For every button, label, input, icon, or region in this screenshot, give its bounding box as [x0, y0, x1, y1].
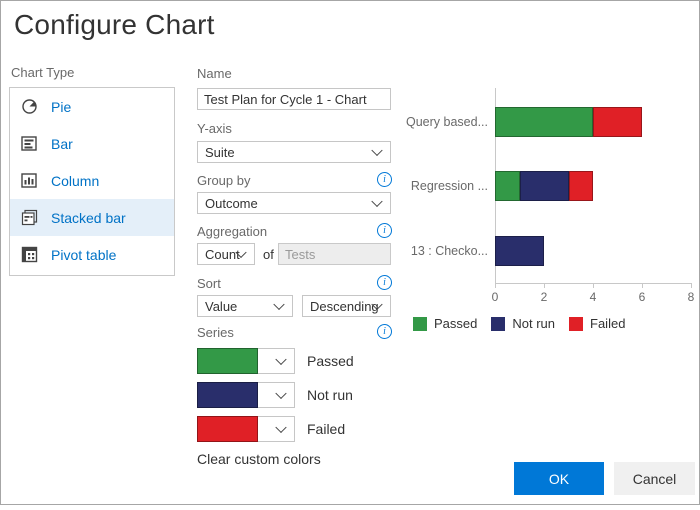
- series-color-dropdown[interactable]: [258, 416, 295, 442]
- series-row-not-run: Not run: [197, 382, 353, 408]
- legend-item: Not run: [491, 316, 555, 331]
- series-color-swatch: [197, 382, 258, 408]
- clear-custom-colors-link[interactable]: Clear custom colors: [197, 451, 321, 467]
- series-row-failed: Failed: [197, 416, 345, 442]
- stacked-bar-chart-icon: [21, 209, 38, 226]
- name-label: Name: [197, 66, 232, 81]
- legend-label: Not run: [512, 316, 556, 331]
- chart-type-item-stacked-bar[interactable]: Stacked bar: [10, 199, 174, 236]
- sort-field-value: Value: [205, 298, 238, 314]
- series-color-swatch: [197, 348, 258, 374]
- bar-segment: [593, 107, 642, 137]
- chevron-down-icon: [371, 144, 383, 157]
- legend-item: Failed: [569, 316, 625, 331]
- y-axis-label: Y-axis: [197, 121, 232, 136]
- sort-field-dropdown[interactable]: Value: [197, 295, 293, 317]
- chart-type-item-label: Pie: [51, 98, 72, 115]
- y-axis-value: Suite: [205, 144, 235, 160]
- aggregation-value: Count: [205, 246, 240, 262]
- group-by-dropdown[interactable]: Outcome: [197, 192, 391, 214]
- chevron-down-icon: [371, 195, 383, 208]
- legend-label: Failed: [590, 316, 626, 331]
- chevron-down-icon: [275, 387, 287, 400]
- chart-preview: Query based... Regression ... 13 : Checko.…: [406, 76, 698, 341]
- aggregation-info-icon[interactable]: i: [377, 223, 392, 238]
- chart-type-item-label: Stacked bar: [51, 209, 126, 226]
- axis-tick-label: 0: [491, 290, 499, 304]
- series-name: Passed: [307, 353, 354, 369]
- legend-swatch: [491, 316, 506, 331]
- axis-tick-label: 4: [589, 290, 597, 304]
- legend-swatch: [413, 316, 427, 331]
- chart-type-label: Chart Type: [11, 65, 75, 80]
- group-by-label: Group by: [197, 173, 251, 188]
- series-name: Failed: [307, 421, 346, 437]
- series-label: Series: [197, 325, 234, 340]
- bar-segment: [519, 171, 569, 201]
- pie-chart-icon: [22, 99, 37, 114]
- chart-type-item-pivot-table[interactable]: Pivot table: [10, 236, 174, 273]
- chevron-down-icon: [275, 421, 287, 434]
- bar-segment: [568, 171, 593, 201]
- pivot-table-icon: [21, 246, 38, 263]
- legend-item: Passed: [413, 316, 477, 331]
- aggregation-field-input: [278, 243, 391, 265]
- bar-segment: [495, 236, 544, 266]
- dialog-title: Configure Chart: [14, 9, 215, 40]
- category-label: 13 : Checko...: [410, 244, 488, 258]
- aggregation-label: Aggregation: [197, 224, 268, 239]
- group-by-value: Outcome: [205, 195, 258, 211]
- name-input[interactable]: [197, 88, 391, 110]
- sort-direction-dropdown[interactable]: Descending: [302, 295, 391, 317]
- axis-tick: [642, 283, 643, 288]
- ok-button[interactable]: OK: [514, 462, 604, 495]
- bar-segment: [495, 107, 593, 137]
- chart-legend: Passed Not run Failed: [413, 316, 625, 331]
- sort-direction-value: Descending: [310, 298, 379, 314]
- category-label: Query based...: [406, 115, 488, 129]
- chart-type-item-pie[interactable]: Pie: [10, 88, 174, 125]
- category-label: Regression ...: [410, 179, 488, 193]
- sort-label: Sort: [197, 276, 221, 291]
- series-info-icon[interactable]: i: [377, 324, 392, 339]
- aggregation-dropdown[interactable]: Count: [197, 243, 255, 265]
- series-color-dropdown[interactable]: [258, 382, 295, 408]
- legend-label: Passed: [434, 316, 478, 331]
- chevron-down-icon: [273, 298, 285, 311]
- chart-type-item-label: Column: [51, 172, 100, 189]
- sort-info-icon[interactable]: i: [377, 275, 392, 290]
- y-axis-dropdown[interactable]: Suite: [197, 141, 391, 163]
- series-row-passed: Passed: [197, 348, 354, 374]
- axis-tick: [691, 283, 692, 288]
- series-color-dropdown[interactable]: [258, 348, 295, 374]
- axis-tick: [593, 283, 594, 288]
- chevron-down-icon: [275, 353, 287, 366]
- column-chart-icon: [21, 173, 37, 188]
- series-name: Not run: [307, 387, 353, 403]
- axis-tick-label: 2: [540, 290, 548, 304]
- aggregation-of-label: of: [263, 247, 274, 262]
- axis-tick: [544, 283, 545, 288]
- chart-type-item-column[interactable]: Column: [10, 162, 174, 199]
- chart-type-list: Pie Bar Column: [9, 87, 175, 276]
- cancel-button[interactable]: Cancel: [614, 462, 695, 495]
- bar-chart-icon: [21, 136, 37, 151]
- chart-type-item-label: Pivot table: [51, 246, 117, 263]
- axis-tick-label: 8: [687, 290, 695, 304]
- group-by-info-icon[interactable]: i: [377, 172, 392, 187]
- legend-swatch: [569, 316, 584, 331]
- chart-type-item-bar[interactable]: Bar: [10, 125, 174, 162]
- chart-type-item-label: Bar: [51, 135, 73, 152]
- bar-segment: [495, 171, 520, 201]
- axis-tick-label: 6: [638, 290, 646, 304]
- axis-tick: [495, 283, 496, 288]
- series-color-swatch: [197, 416, 258, 442]
